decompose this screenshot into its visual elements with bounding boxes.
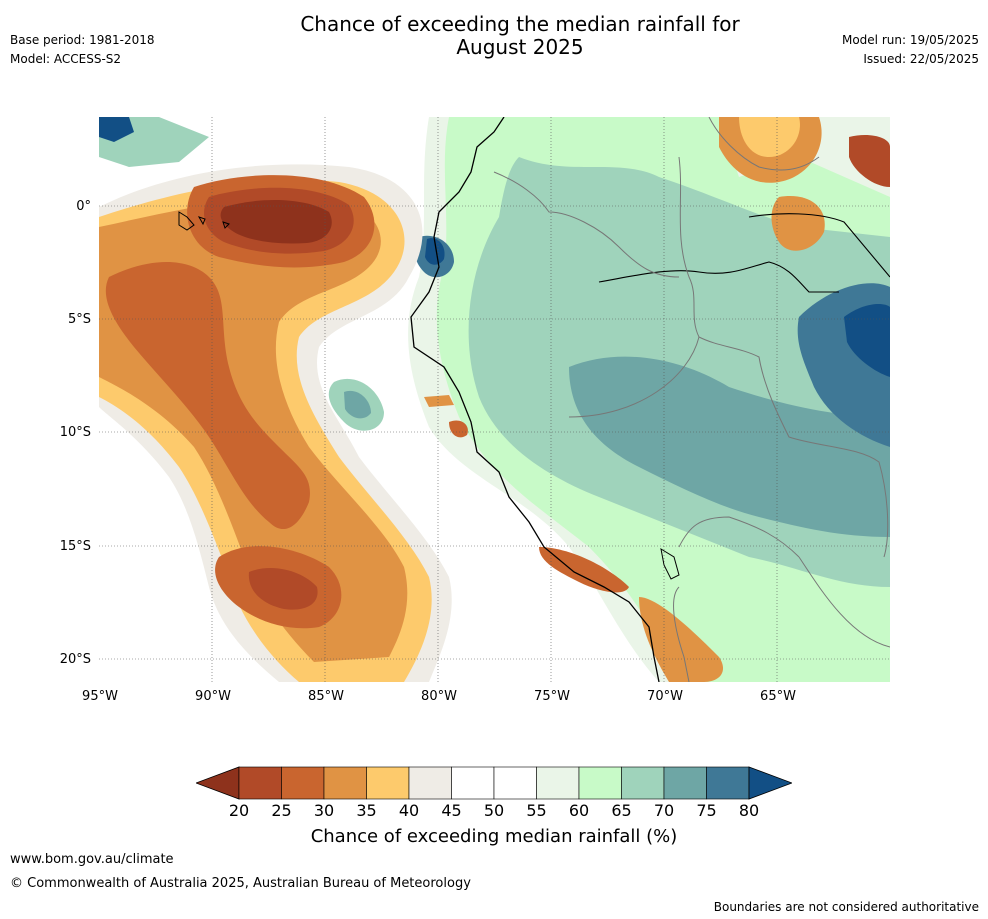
- nw-blob-85: [99, 117, 134, 142]
- lon-label-70w: 70°W: [647, 689, 683, 704]
- colorbar-box-70: [663, 766, 707, 800]
- border-peru-brazil: [698, 336, 889, 558]
- offshore-dry-1: [424, 395, 454, 407]
- title-line-2: August 2025: [456, 35, 584, 59]
- colorbar-boxes: [238, 766, 750, 800]
- lon-label-90w: 90°W: [195, 689, 231, 704]
- colorbar-tick-60: 60: [568, 801, 590, 820]
- colorbar-tick-80: 80: [738, 801, 760, 820]
- colorbar-tick-70: 70: [653, 801, 675, 820]
- colorbar-label: Chance of exceeding median rainfall (%): [310, 826, 678, 847]
- model-run: Model run: 19/05/2025: [841, 33, 979, 47]
- amazon-river: [598, 261, 839, 293]
- border-colombia-brazil: [678, 156, 700, 338]
- colorbar-box-55: [536, 766, 580, 800]
- colorbar-low-arrow: [196, 766, 240, 800]
- colorbar-tick-30: 30: [313, 801, 335, 820]
- lon-label-85w: 85°W: [308, 689, 344, 704]
- coastline: [410, 117, 660, 682]
- border-peru-inner: [568, 336, 700, 418]
- colorbar-tick-45: 45: [441, 801, 462, 820]
- colorbar-tick-20: 20: [228, 801, 250, 820]
- colorbar-box-65: [621, 766, 665, 800]
- colorbar-high-arrow: [748, 766, 792, 800]
- colorbar-box-35: [366, 766, 410, 800]
- border-chile-bolivia: [673, 586, 690, 682]
- galapagos-isabela: [178, 211, 195, 231]
- base-period: Base period: 1981-2018: [10, 33, 155, 47]
- border-venezuela: [708, 117, 820, 171]
- colorbar-tick-35: 35: [356, 801, 377, 820]
- galapagos-santa-cruz: [197, 216, 206, 226]
- band-85: [844, 304, 890, 377]
- colorbar: [196, 766, 792, 800]
- colorbar-tick-50: 50: [483, 801, 505, 820]
- band-75: [569, 356, 890, 537]
- offshore-blob-75: [344, 390, 371, 419]
- colorbar-tick-40: 40: [398, 801, 420, 820]
- border-colombia-ecuador: [493, 171, 680, 278]
- colorbar-box-50: [493, 766, 537, 800]
- altiplano-dry: [639, 597, 724, 682]
- colorbar-box-20: [238, 766, 282, 800]
- band-25-southwest: [248, 567, 318, 610]
- lat-label-20s: 20°S: [59, 652, 91, 667]
- ne-corner-dry: [849, 135, 890, 187]
- lat-label-0: 0°: [76, 199, 91, 214]
- border-bolivia-brazil: [798, 556, 890, 648]
- coast-dry-strip: [539, 547, 629, 593]
- border-bolivia: [678, 516, 800, 558]
- footer-copyright: © Commonwealth of Australia 2025, Austra…: [10, 876, 471, 891]
- title-line-1: Chance of exceeding the median rainfall …: [300, 12, 740, 36]
- colorbar-box-75: [706, 766, 750, 800]
- country-borders: [493, 117, 890, 682]
- colorbar-tick-75: 75: [696, 801, 717, 820]
- galapagos-san-cristobal: [222, 221, 230, 229]
- lon-label-75w: 75°W: [534, 689, 570, 704]
- page-title: Chance of exceeding the median rainfall …: [0, 13, 988, 59]
- ne-dry-inner: [739, 117, 800, 157]
- lat-label-15s: 15°S: [59, 539, 91, 554]
- lon-label-95w: 95°W: [82, 689, 118, 704]
- colorbar-box-45: [451, 766, 495, 800]
- colorbar-tick-55: 55: [526, 801, 547, 820]
- offshore-dry-2: [449, 420, 468, 438]
- lon-label-80w: 80°W: [421, 689, 457, 704]
- rainfall-map: [99, 117, 890, 682]
- footer-disclaimer: Boundaries are not considered authoritat…: [713, 900, 979, 914]
- lat-label-10s: 10°S: [59, 425, 91, 440]
- graticule: [99, 117, 890, 682]
- colorbar-tick-65: 65: [611, 801, 632, 820]
- lon-label-65w: 65°W: [760, 689, 796, 704]
- colorbar-tick-25: 25: [271, 801, 292, 820]
- issued-date: Issued: 22/05/2025: [863, 52, 979, 66]
- colorbar-box-40: [408, 766, 452, 800]
- amazon-river-north: [748, 213, 890, 278]
- band-20: [220, 200, 332, 244]
- model-name: Model: ACCESS-S2: [10, 52, 122, 66]
- colorbar-box-30: [323, 766, 367, 800]
- colorbar-box-60: [578, 766, 622, 800]
- colorbar-box-25: [281, 766, 325, 800]
- rainfall-map-canvas: [99, 117, 890, 682]
- n-dry-blob: [771, 196, 825, 251]
- band-30-south: [105, 262, 310, 530]
- lat-label-5s: 5°S: [67, 312, 91, 327]
- coastal-blob-85: [425, 238, 445, 265]
- galapagos-islands: [178, 211, 230, 231]
- footer-url[interactable]: www.bom.gov.au/climate: [10, 852, 174, 867]
- lake-titicaca: [660, 547, 680, 580]
